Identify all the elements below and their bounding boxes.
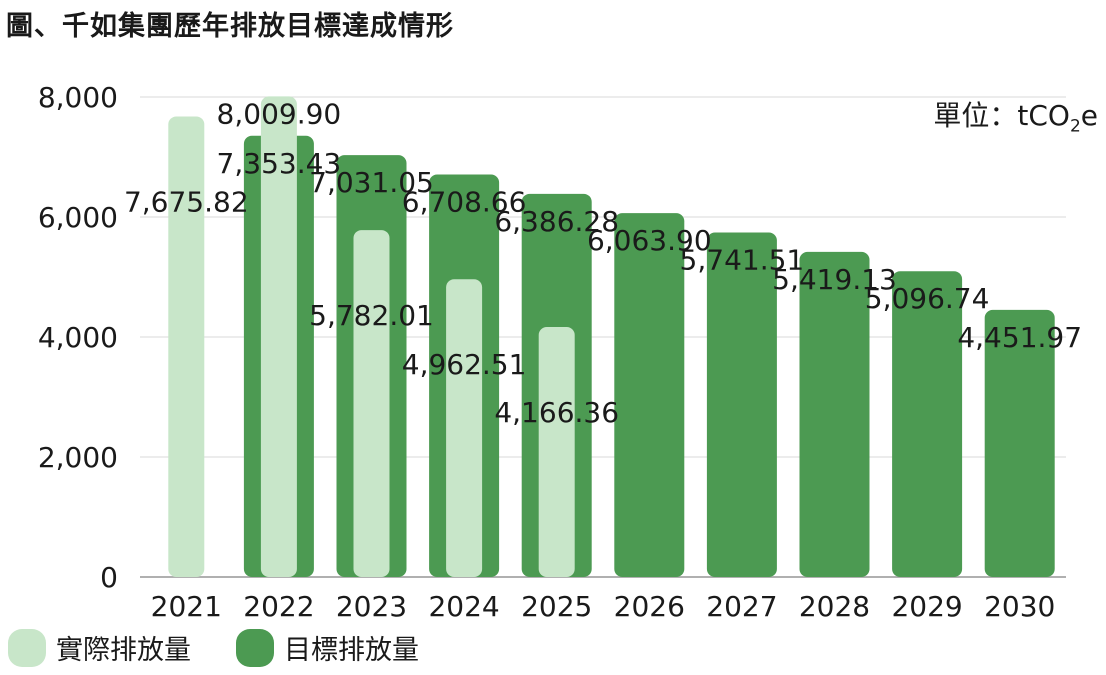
legend-label-target: 目標排放量	[284, 635, 419, 666]
bar-target	[984, 309, 1055, 577]
data-label-target: 5,419.13	[772, 263, 897, 296]
unit-label: 單位：tCO2e	[933, 94, 1098, 137]
x-tick-label: 2027	[706, 590, 777, 623]
bar-actual	[353, 230, 390, 577]
x-tick-label: 2026	[614, 590, 685, 623]
bar-target	[799, 251, 870, 577]
bar-actual	[168, 116, 205, 577]
y-tick-label: 8,000	[38, 81, 118, 114]
data-label-target: 5,096.74	[865, 282, 990, 315]
unit-suffix: e	[1080, 99, 1098, 132]
data-label-target: 6,708.66	[402, 185, 527, 218]
data-label-target: 6,063.90	[587, 224, 712, 257]
y-tick-label: 4,000	[38, 321, 118, 354]
x-tick-label: 2030	[984, 590, 1055, 623]
data-label-target: 5,741.51	[680, 244, 805, 277]
bar-target	[706, 232, 777, 577]
y-tick-label: 2,000	[38, 441, 118, 474]
data-label-actual: 4,166.36	[494, 396, 619, 429]
data-label-actual: 7,675.82	[124, 185, 249, 218]
bar-actual	[260, 96, 297, 577]
data-label-actual: 8,009.90	[217, 97, 342, 130]
bar-actual	[538, 327, 575, 577]
y-tick-label: 0	[100, 561, 118, 594]
bar-target	[892, 271, 963, 577]
legend-swatch-target	[236, 628, 274, 667]
x-tick-label: 2025	[521, 590, 592, 623]
x-tick-label: 2023	[336, 590, 407, 623]
x-tick-label: 2024	[428, 590, 499, 623]
data-label-target: 6,386.28	[494, 205, 619, 238]
x-tick-label: 2022	[243, 590, 314, 623]
data-label-target: 7,353.43	[217, 147, 342, 180]
x-tick-label: 2029	[891, 590, 962, 623]
x-tick-label: 2028	[799, 590, 870, 623]
y-tick-label: 6,000	[38, 201, 118, 234]
legend-swatch-actual	[8, 628, 46, 667]
chart-title: 圖、千如集團歷年排放目標達成情形	[6, 11, 454, 42]
data-label-actual: 5,782.01	[309, 299, 434, 332]
data-label-target: 4,451.97	[957, 321, 1082, 354]
legend-label-actual: 實際排放量	[56, 635, 191, 666]
data-label-target: 7,031.05	[309, 166, 434, 199]
x-tick-label: 2021	[151, 590, 222, 623]
unit-subscript: 2	[1069, 116, 1081, 137]
unit-prefix: 單位：tCO	[933, 99, 1070, 132]
legend-item-actual: 實際排放量	[8, 628, 191, 667]
legend-item-target: 目標排放量	[236, 628, 419, 667]
bar-target	[614, 213, 685, 577]
data-label-actual: 4,962.51	[402, 348, 527, 381]
bar-actual	[446, 279, 483, 577]
